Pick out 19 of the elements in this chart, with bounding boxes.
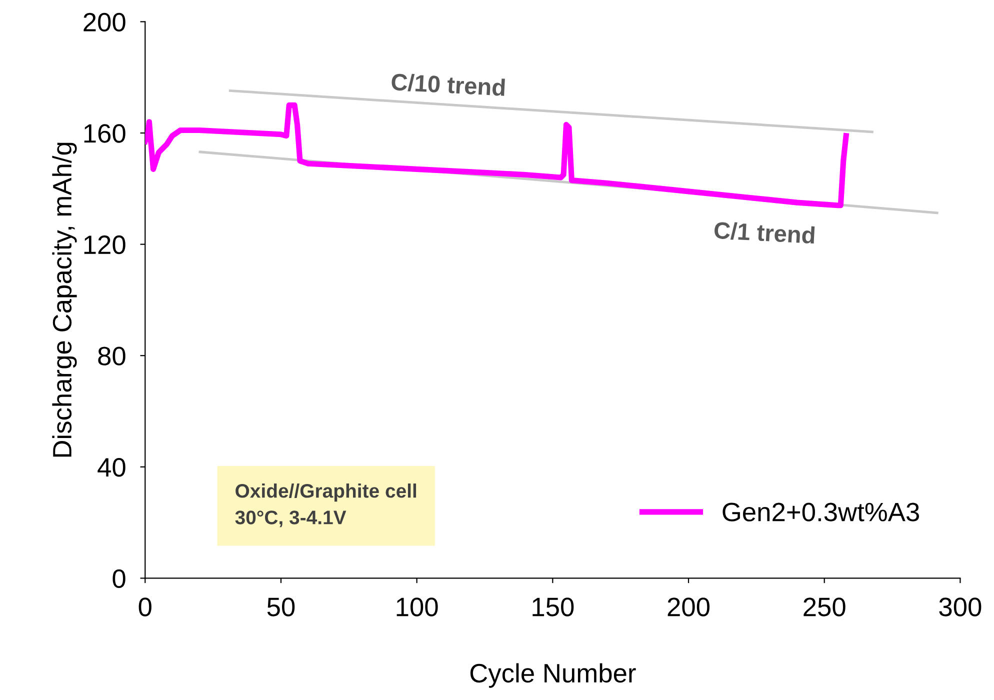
y-axis-title: Discharge Capacity, mAh/g xyxy=(52,142,77,457)
y-tick-label: 80 xyxy=(98,346,126,366)
y-tick-label: 120 xyxy=(84,235,126,254)
annotation: C/10 trend xyxy=(391,72,506,96)
y-tick-label: 40 xyxy=(98,458,126,477)
x-tick-label: 50 xyxy=(267,598,295,616)
x-axis-title: Cycle Number xyxy=(470,663,636,688)
y-tick-label: 200 xyxy=(84,12,126,32)
x-tick-label: 150 xyxy=(532,598,574,616)
x-tick-label: 250 xyxy=(804,598,846,616)
y-tick-label: 160 xyxy=(84,124,126,143)
x-tick-label: 300 xyxy=(939,598,982,616)
x-tick-label: 0 xyxy=(138,598,152,616)
y-tick-label: 0 xyxy=(112,569,126,588)
x-tick-label: 100 xyxy=(396,598,438,616)
annotation: C/1 trend xyxy=(714,221,815,244)
legend-label: Gen2+0.3wt%A3 xyxy=(722,502,919,522)
x-tick-label: 200 xyxy=(668,598,710,616)
annotation: Oxide//Graphite cell 30°C, 3-4.1V xyxy=(235,484,416,528)
